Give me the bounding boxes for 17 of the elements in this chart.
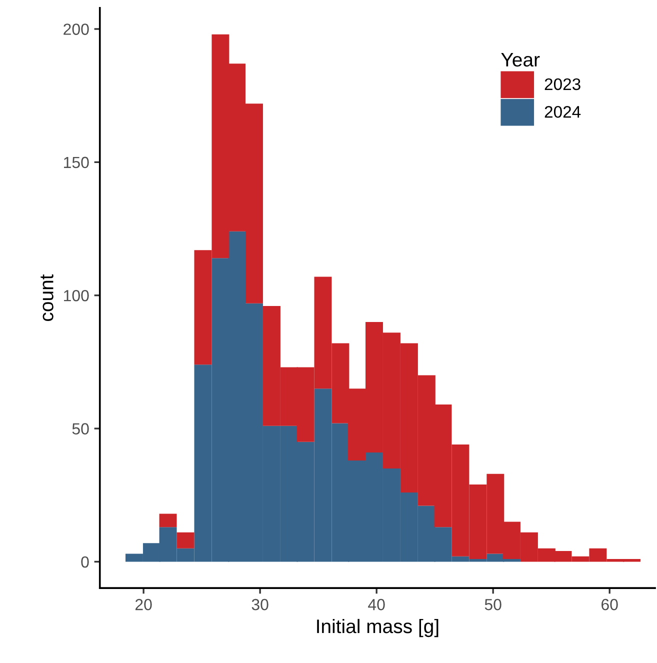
legend-label: 2024 [544,106,581,118]
y-tick-label: 200 [64,24,89,35]
y-axis-title: count [40,274,54,321]
y-tick-label: 100 [64,290,89,302]
x-axis-title: Initial mass [g] [317,618,438,638]
y-tick-label: 150 [64,156,89,168]
bar [159,514,177,528]
x-tick-label: 20 [135,598,152,610]
legend-label: 2023 [544,78,580,90]
x-tick-label: 30 [252,598,268,610]
bar [176,532,194,548]
y-tick-label: 50 [72,423,89,434]
x-tick-label: 60 [602,598,618,610]
x-tick-label: 50 [484,598,502,610]
legend-title: Year [501,53,540,67]
y-tick-label: 0 [81,556,89,568]
x-tick-label: 40 [368,598,385,610]
